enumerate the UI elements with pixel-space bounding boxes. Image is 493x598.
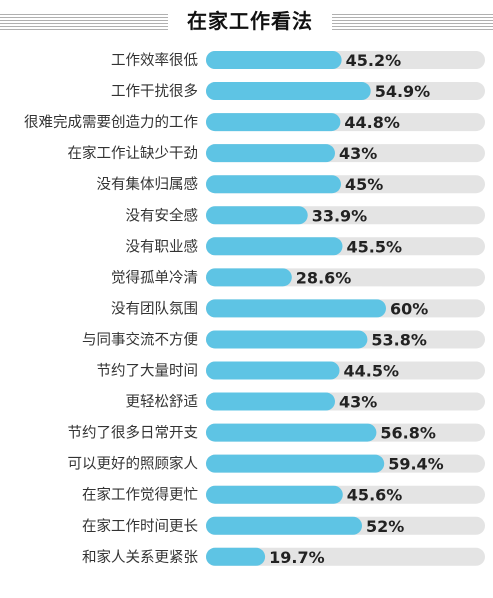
category-label: 可以更好的照顾家人 bbox=[68, 456, 199, 473]
bar bbox=[206, 268, 292, 287]
data-label: 54.9% bbox=[375, 82, 431, 101]
bar bbox=[206, 516, 362, 535]
category-label: 更轻松舒适 bbox=[126, 394, 199, 411]
data-label: 44.8% bbox=[344, 113, 400, 132]
data-label: 43% bbox=[339, 144, 377, 163]
bar bbox=[206, 144, 335, 163]
bar bbox=[206, 361, 340, 380]
data-label: 45.6% bbox=[347, 486, 403, 505]
data-label: 44.5% bbox=[344, 362, 400, 381]
category-label: 与同事交流不方便 bbox=[82, 330, 198, 348]
bar bbox=[206, 485, 343, 504]
data-label: 45.5% bbox=[347, 237, 403, 256]
bar bbox=[206, 82, 371, 101]
bar bbox=[206, 113, 341, 132]
bar bbox=[206, 206, 308, 225]
category-label: 和家人关系更紧张 bbox=[82, 549, 198, 566]
category-label: 在家工作觉得更忙 bbox=[82, 487, 198, 504]
data-label: 19.7% bbox=[269, 548, 325, 567]
title-left-rule bbox=[0, 14, 168, 30]
category-label: 没有职业感 bbox=[126, 238, 199, 255]
bar bbox=[206, 299, 386, 318]
data-label: 45.2% bbox=[346, 51, 402, 70]
bar bbox=[206, 51, 342, 69]
category-label: 在家工作让缺少干劲 bbox=[68, 145, 199, 162]
bar bbox=[206, 392, 335, 411]
category-label: 没有安全感 bbox=[126, 206, 199, 224]
data-label: 53.8% bbox=[371, 330, 427, 349]
data-label: 56.8% bbox=[380, 424, 436, 443]
title-right-rule bbox=[332, 14, 493, 30]
bar bbox=[206, 423, 377, 442]
category-label: 很难完成需要创造力的工作 bbox=[24, 114, 198, 131]
bar bbox=[206, 175, 341, 194]
category-label: 没有团队氛围 bbox=[111, 300, 198, 317]
category-label: 没有集体归属感 bbox=[97, 176, 199, 193]
chart-title: 在家工作看法 bbox=[187, 9, 313, 33]
data-label: 60% bbox=[390, 299, 428, 318]
data-label: 28.6% bbox=[296, 268, 352, 287]
category-label: 工作效率很低 bbox=[111, 52, 198, 69]
category-label: 觉得孤单冷清 bbox=[111, 269, 198, 286]
category-label: 节约了很多日常开支 bbox=[68, 425, 199, 442]
data-label: 43% bbox=[339, 393, 377, 412]
category-label: 在家工作时间更长 bbox=[82, 518, 198, 535]
data-label: 52% bbox=[366, 517, 404, 536]
bar bbox=[206, 547, 266, 566]
bar bbox=[206, 330, 368, 349]
category-label: 工作干扰很多 bbox=[111, 83, 198, 100]
bar bbox=[206, 454, 385, 473]
data-label: 45% bbox=[345, 175, 383, 194]
data-label: 59.4% bbox=[388, 455, 444, 474]
bar bbox=[206, 237, 343, 256]
category-label: 节约了大量时间 bbox=[97, 363, 199, 380]
data-label: 33.9% bbox=[312, 206, 368, 225]
bar-track bbox=[206, 547, 485, 566]
